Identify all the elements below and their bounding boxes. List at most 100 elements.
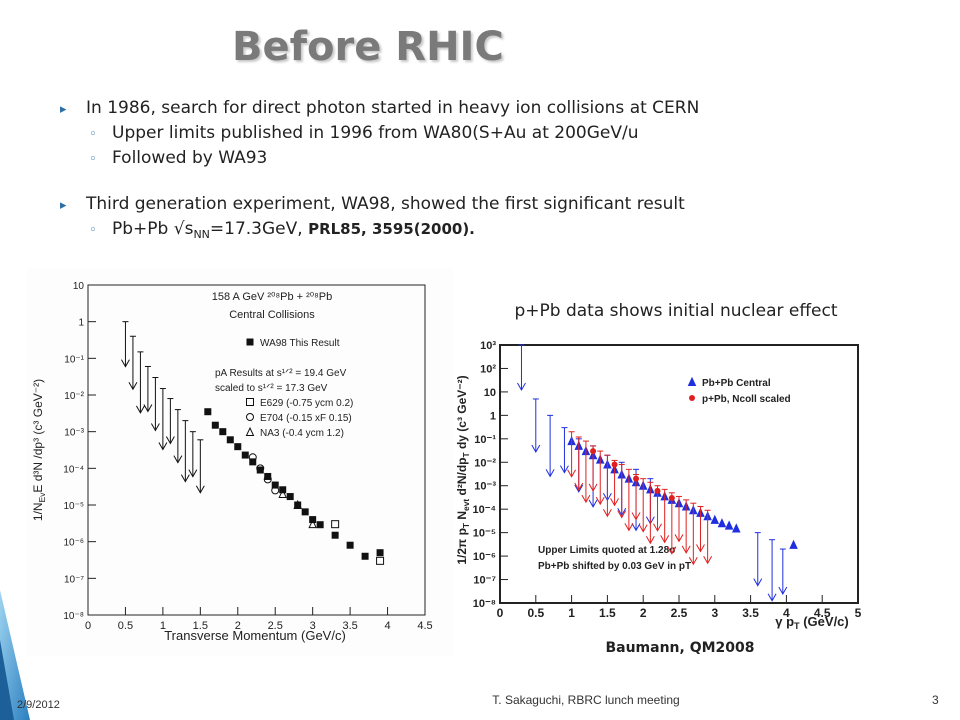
upper-limit xyxy=(660,488,670,544)
point xyxy=(293,499,302,509)
point xyxy=(256,464,265,473)
limit-arrow xyxy=(645,536,655,545)
upper-limit xyxy=(165,398,175,445)
axis-label: Transverse Momentum (GeV/c) xyxy=(164,628,346,643)
upper-limit xyxy=(688,502,698,566)
y-tick-label: 1 xyxy=(78,318,84,329)
x-tick-label: 1 xyxy=(160,620,166,632)
upper-limit xyxy=(610,459,619,507)
limit-arrow xyxy=(150,423,160,432)
upper-limit xyxy=(624,468,634,532)
limit-arrow xyxy=(545,469,555,478)
limit-arrow xyxy=(188,469,198,478)
x-tick-label: 4 xyxy=(384,620,390,632)
x-tick-label: 5 xyxy=(855,606,862,620)
point xyxy=(710,514,720,524)
text-part: =17.3GeV, xyxy=(210,219,308,239)
upper-limit xyxy=(631,474,641,521)
x-tick-label: 3.5 xyxy=(342,620,357,632)
point xyxy=(331,520,340,529)
limit-arrow xyxy=(158,442,168,451)
upper-limit xyxy=(560,427,569,474)
text-part: Transverse Momentum (GeV/c) xyxy=(164,628,346,643)
point xyxy=(256,466,264,474)
upper-limit xyxy=(173,409,183,464)
y-tick-label: 10⁻⁸ xyxy=(473,598,496,610)
figure-title: 158 A GeV ²⁰⁸Pb + ²⁰⁸Pb xyxy=(212,291,333,303)
point xyxy=(376,549,384,557)
y-tick-label: 10⁻⁵ xyxy=(63,501,84,512)
upper-limit xyxy=(767,539,777,602)
axis-label: 1/NEvE d³N /dp³ (c³ GeV⁻²) xyxy=(31,379,47,521)
bullet: In 1986, search for direct photon starte… xyxy=(86,98,699,118)
limit-arrow xyxy=(588,499,598,508)
limit-arrow xyxy=(703,556,713,565)
y-tick-label: 10⁻² xyxy=(64,391,84,402)
upper-limit xyxy=(143,365,153,413)
point xyxy=(668,494,675,501)
y-tick-label: 10⁻⁸ xyxy=(63,611,84,622)
y-tick-label: 10⁻² xyxy=(474,457,496,469)
footer-presenter: T. Sakaguchi, RBRC lunch meeting xyxy=(492,693,679,707)
reference: PRL85, 3595(2000). xyxy=(308,220,475,238)
limit-arrow xyxy=(135,405,145,414)
bullet: Third generation experiment, WA98, showe… xyxy=(85,194,685,214)
point xyxy=(361,552,369,560)
x-tick-label: 1.5 xyxy=(193,620,208,632)
decoration xyxy=(0,640,14,720)
text-part: 1/N xyxy=(31,502,45,521)
limit-arrow xyxy=(638,524,648,533)
point xyxy=(301,508,309,516)
y-tick-label: 10² xyxy=(480,363,496,375)
slide-title: Before RHIC xyxy=(232,24,504,70)
y-tick-label: 10⁻⁶ xyxy=(473,551,496,563)
limit-arrow xyxy=(688,556,698,566)
text-part: (GeV/c) xyxy=(800,614,849,629)
upper-limit xyxy=(517,344,526,392)
subscript: T xyxy=(794,621,800,631)
upper-limit xyxy=(753,532,763,587)
y-tick-label: 10⁻⁵ xyxy=(473,528,496,540)
note: pA Results at s¹ᐟ² = 19.4 GeV xyxy=(215,368,347,379)
footer-date: 2/9/2012 xyxy=(17,699,60,711)
upper-limit xyxy=(574,436,584,491)
point xyxy=(316,521,324,529)
point xyxy=(246,338,254,346)
point xyxy=(249,458,257,466)
legend-entry: NA3 (-0.4 ycm 1.2) xyxy=(260,428,344,439)
axis-label: 1/2π pT Nevt d²N/dpT dy (c³ GeV⁻²) xyxy=(455,375,471,564)
x-tick-label: 3 xyxy=(711,606,718,620)
point xyxy=(211,421,219,429)
upper-limit xyxy=(128,335,138,391)
point xyxy=(654,487,661,494)
subscript: evt xyxy=(461,499,471,511)
y-tick-label: 10⁻³ xyxy=(64,428,84,439)
x-tick-label: 3.5 xyxy=(742,606,759,620)
point xyxy=(219,428,227,436)
point xyxy=(246,413,254,421)
point xyxy=(263,475,272,484)
sub-bullet: Upper limits published in 1996 from WA80… xyxy=(112,123,638,143)
point xyxy=(687,376,697,386)
upper-limit xyxy=(696,506,705,553)
y-tick-label: 10⁻⁶ xyxy=(63,538,84,549)
legend-entry: p+Pb, Ncoll scaled xyxy=(702,394,791,405)
sub-bullet-icon: ◦ xyxy=(89,223,97,238)
upper-limit xyxy=(595,450,605,506)
point xyxy=(789,539,798,549)
footer-page: 3 xyxy=(932,693,939,707)
limit-arrow xyxy=(681,545,691,554)
axis-label: γ pT (GeV/c) xyxy=(775,614,848,631)
point xyxy=(611,461,618,468)
limit-arrow xyxy=(595,496,605,506)
x-tick-label: 0.5 xyxy=(118,620,133,632)
bullet-icon: ▸ xyxy=(60,198,67,213)
point xyxy=(633,475,640,482)
limit-arrow xyxy=(631,512,641,521)
y-tick-label: 10⁻¹ xyxy=(474,434,496,446)
upper-limit xyxy=(602,454,612,518)
limit-arrow xyxy=(180,474,190,483)
text-part: γ p xyxy=(775,614,794,629)
limit-arrow xyxy=(767,593,777,602)
